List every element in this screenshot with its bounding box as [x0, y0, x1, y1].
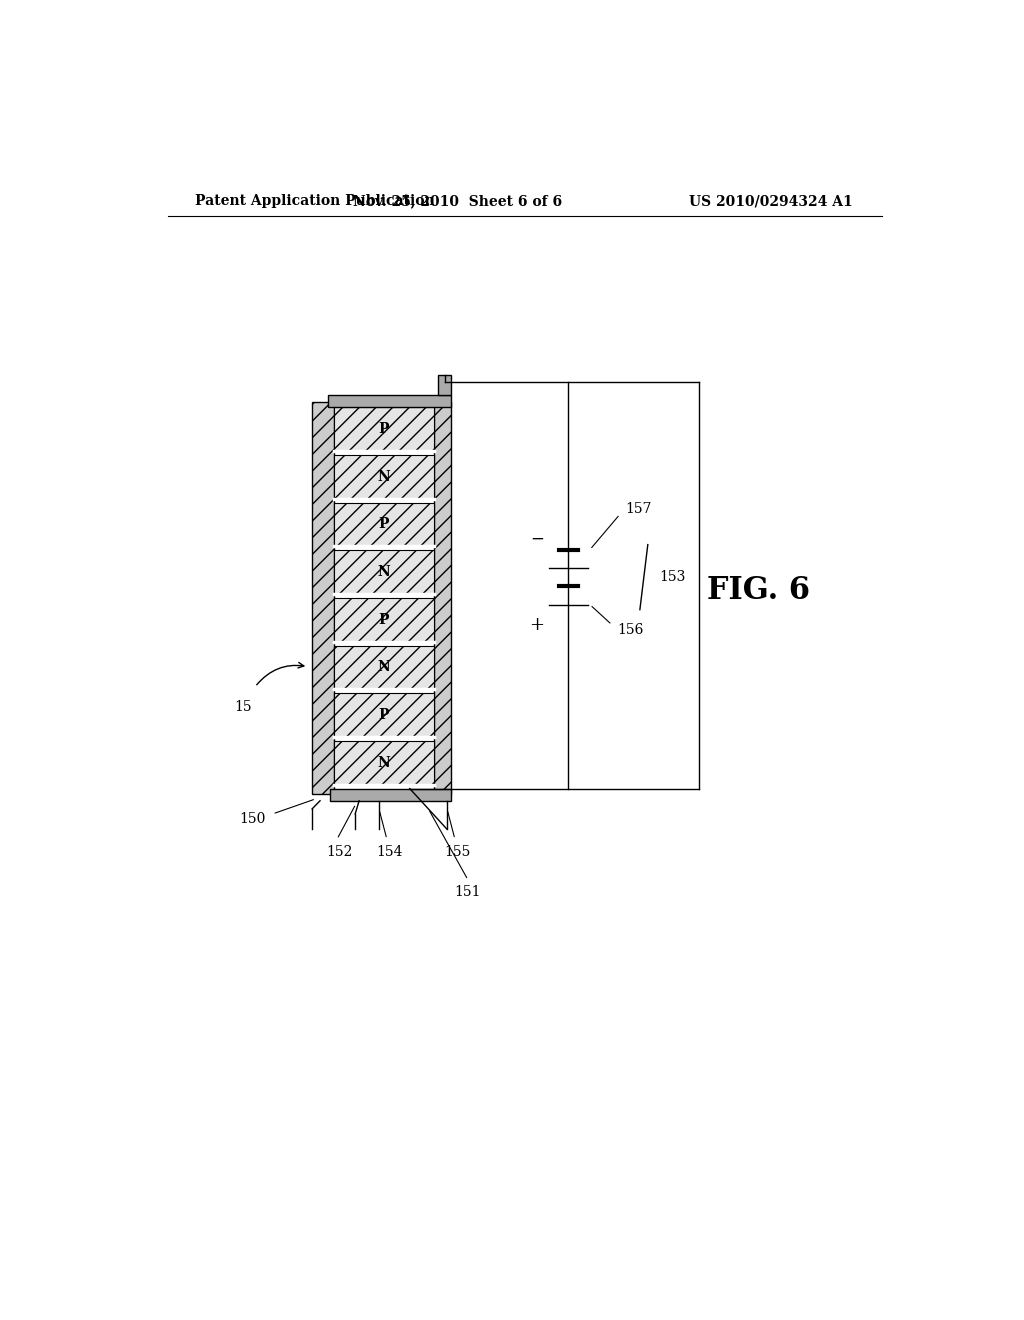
- Text: P: P: [379, 517, 389, 532]
- Bar: [334, 598, 433, 642]
- Text: 154: 154: [376, 845, 402, 858]
- Text: 155: 155: [444, 845, 471, 858]
- Bar: [438, 375, 451, 395]
- Text: N: N: [378, 565, 390, 579]
- Text: 156: 156: [617, 623, 644, 638]
- Text: P: P: [379, 612, 389, 627]
- Text: −: −: [529, 531, 544, 548]
- Bar: [334, 550, 433, 594]
- Bar: [334, 693, 433, 737]
- Text: P: P: [379, 708, 389, 722]
- Text: US 2010/0294324 A1: US 2010/0294324 A1: [689, 194, 853, 209]
- Bar: [331, 788, 451, 801]
- Text: Nov. 25, 2010  Sheet 6 of 6: Nov. 25, 2010 Sheet 6 of 6: [353, 194, 562, 209]
- Text: N: N: [378, 470, 390, 484]
- Bar: [334, 503, 433, 546]
- Bar: [334, 455, 433, 499]
- Text: 152: 152: [326, 845, 352, 858]
- Bar: [334, 741, 433, 784]
- Bar: [334, 645, 433, 689]
- Text: FIG. 6: FIG. 6: [708, 576, 810, 606]
- Text: 151: 151: [455, 886, 481, 899]
- Text: 150: 150: [240, 812, 266, 826]
- Text: 157: 157: [626, 502, 652, 516]
- Bar: [334, 408, 433, 451]
- Text: 153: 153: [659, 570, 686, 585]
- Bar: [328, 395, 451, 408]
- Text: 15: 15: [234, 700, 252, 714]
- Text: Patent Application Publication: Patent Application Publication: [196, 194, 435, 209]
- Text: P: P: [379, 422, 389, 436]
- Bar: [433, 403, 451, 793]
- Text: N: N: [378, 756, 390, 770]
- Text: +: +: [529, 616, 544, 634]
- Bar: [312, 403, 334, 793]
- Text: N: N: [378, 660, 390, 675]
